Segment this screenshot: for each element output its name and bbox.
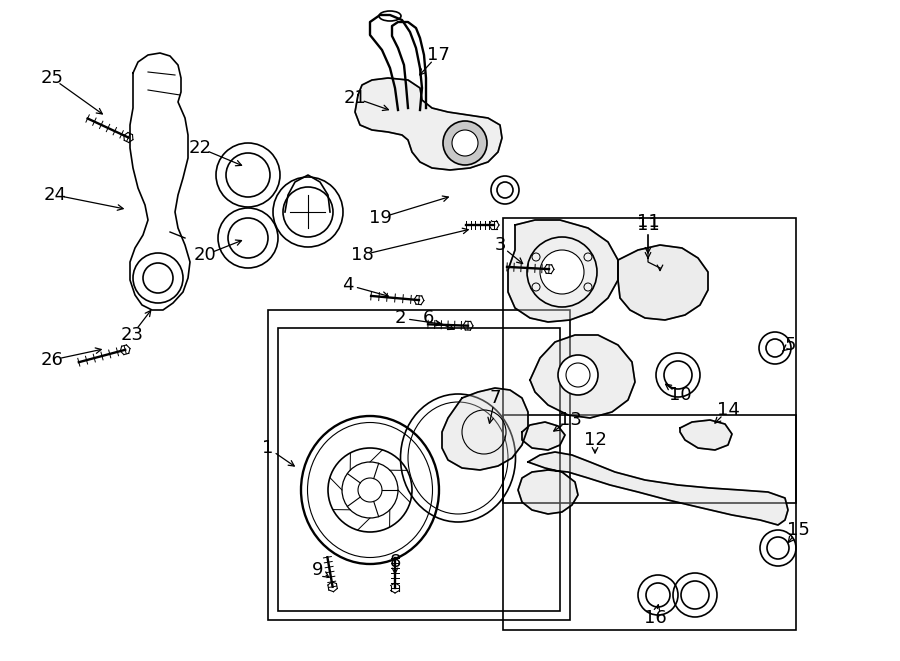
Polygon shape [522, 422, 565, 450]
Text: 8: 8 [390, 553, 400, 571]
Bar [503, 415, 796, 630]
Text: 21: 21 [344, 89, 366, 107]
Text: 12: 12 [583, 431, 607, 449]
Bar [268, 310, 570, 620]
Text: 5: 5 [784, 336, 796, 354]
Text: 22: 22 [188, 139, 212, 157]
Text: 26: 26 [40, 351, 63, 369]
Text: 20: 20 [194, 246, 216, 264]
Text: 1: 1 [262, 439, 274, 457]
Text: 16: 16 [644, 609, 666, 627]
Text: 2: 2 [394, 309, 406, 327]
Bar [503, 218, 796, 503]
Polygon shape [442, 388, 528, 470]
Text: 9: 9 [312, 561, 324, 579]
Text: 13: 13 [559, 411, 581, 429]
Polygon shape [518, 452, 788, 525]
Text: 7: 7 [490, 389, 500, 407]
Text: 6: 6 [422, 309, 434, 327]
Text: 10: 10 [669, 386, 691, 404]
Text: 3: 3 [494, 236, 506, 254]
Bar [278, 328, 560, 611]
Text: 18: 18 [351, 246, 374, 264]
Text: 19: 19 [369, 209, 392, 227]
Text: 14: 14 [716, 401, 740, 419]
Circle shape [443, 121, 487, 165]
Text: 15: 15 [787, 521, 809, 539]
Circle shape [527, 237, 597, 307]
Circle shape [558, 355, 598, 395]
Text: 4: 4 [342, 276, 354, 294]
Polygon shape [508, 220, 618, 322]
Text: 11: 11 [636, 213, 660, 231]
Polygon shape [355, 78, 502, 170]
Polygon shape [530, 335, 635, 418]
Polygon shape [618, 245, 708, 320]
Circle shape [540, 250, 584, 294]
Text: 11: 11 [636, 216, 660, 234]
Text: 24: 24 [43, 186, 67, 204]
Text: 17: 17 [427, 46, 449, 64]
Text: 23: 23 [121, 326, 143, 344]
Circle shape [452, 130, 478, 156]
Polygon shape [680, 420, 732, 450]
Text: 25: 25 [40, 69, 64, 87]
Circle shape [566, 363, 590, 387]
